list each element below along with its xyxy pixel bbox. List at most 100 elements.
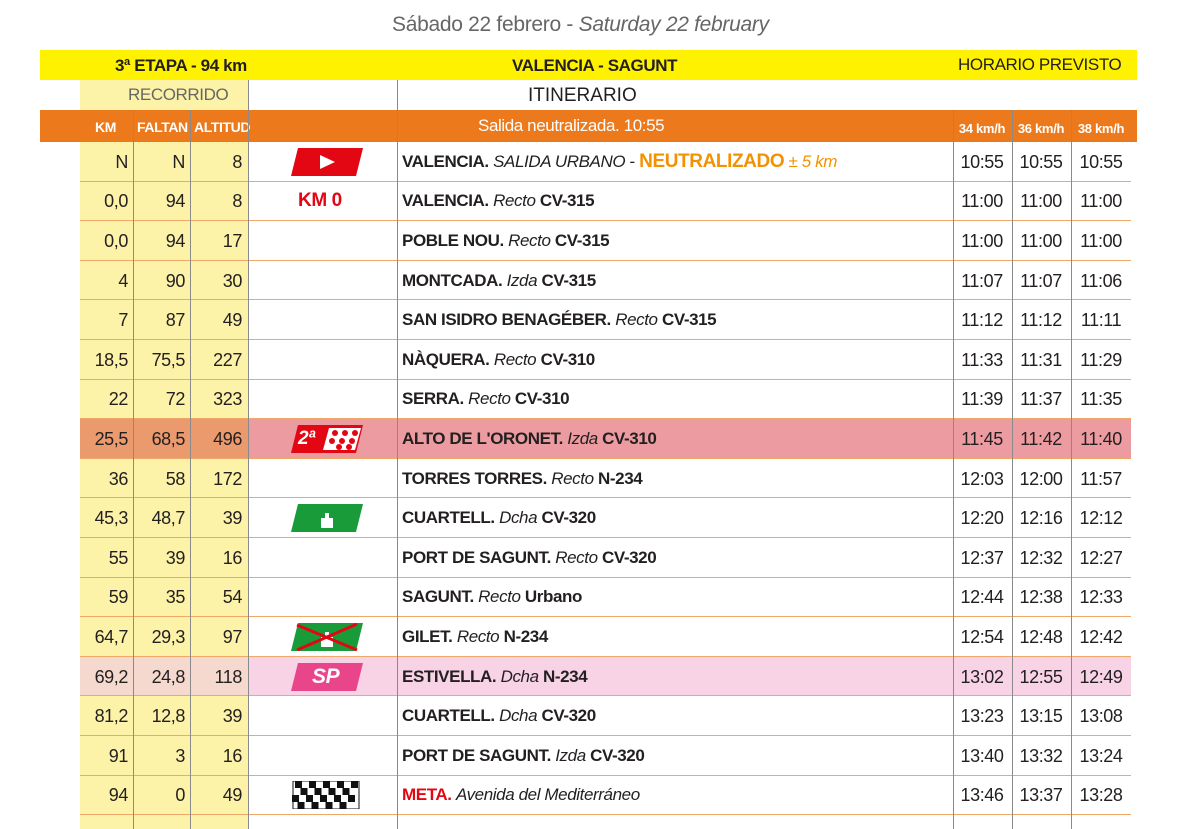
title-bar	[40, 50, 1137, 80]
cell-altitud: 16	[222, 745, 243, 766]
row-highlight-left	[80, 419, 248, 459]
cell-altitud: 39	[222, 508, 243, 529]
time: 11:33	[961, 349, 1003, 370]
place: ESTIVELLA.	[402, 666, 497, 686]
date-en: Saturday 22 february	[578, 13, 769, 36]
cell-km: 25,5	[94, 429, 129, 449]
cell-faltan: 75,5	[151, 349, 186, 370]
row-line	[80, 576, 1131, 578]
row-line	[80, 378, 1131, 380]
note: Recto	[493, 191, 536, 211]
time: 11:12	[961, 310, 1003, 331]
time: 11:39	[961, 389, 1003, 410]
road: CV-320	[541, 706, 596, 726]
time: 11:11	[1080, 310, 1122, 331]
time: 10:55	[960, 151, 1004, 172]
time: 11:35	[1080, 389, 1122, 410]
time: 12:38	[1019, 587, 1063, 608]
description: GILET. Recto N-234	[402, 627, 548, 647]
cell-faltan: 87	[165, 310, 186, 331]
icon	[291, 662, 364, 691]
icon	[291, 622, 364, 652]
road: Urbano	[524, 587, 583, 607]
column-line	[1012, 110, 1013, 829]
note: Recto	[456, 627, 500, 646]
road: CV-315	[539, 191, 595, 211]
cell-km: 7	[118, 310, 128, 331]
time: 10:55	[1079, 151, 1123, 172]
row-line	[80, 774, 1131, 776]
time: 11:00	[961, 191, 1003, 212]
road: CV-310	[514, 389, 570, 409]
time: 11:00	[1020, 231, 1062, 251]
column-line	[190, 110, 191, 829]
time: 12:42	[1079, 627, 1123, 647]
icon	[291, 147, 364, 176]
road: CV-310	[602, 429, 657, 448]
time: 11:00	[961, 231, 1003, 251]
place: NÀQUERA.	[402, 349, 490, 369]
time: 13:32	[1019, 745, 1063, 766]
start-note: Salida neutralizada. 10:55	[478, 116, 665, 135]
cell-faltan: 94	[165, 191, 186, 212]
time: 12:00	[1019, 468, 1063, 489]
time: 11:42	[1020, 429, 1062, 449]
note: SALIDA URBANO	[493, 151, 626, 171]
road: N-234	[598, 468, 643, 488]
time: 13:37	[1019, 785, 1063, 806]
time: 13:02	[960, 666, 1004, 687]
time: 13:24	[1079, 745, 1123, 766]
description: VALENCIA. SALIDA URBANO - NEUTRALIZADO ±…	[402, 151, 838, 172]
cell-km: 55	[108, 547, 129, 568]
time: 12:48	[1019, 627, 1063, 647]
note: Avenida del Mediterráneo	[455, 785, 640, 805]
note: Izda	[506, 270, 538, 290]
extra: ± 5 km	[788, 151, 838, 171]
cell-km: 91	[108, 745, 129, 766]
time: 12:03	[960, 468, 1004, 489]
time: 11:45	[961, 429, 1003, 449]
description: ESTIVELLA. Dcha N-234	[402, 666, 588, 687]
time: 11:29	[1080, 349, 1122, 370]
cell-faltan: N	[172, 151, 185, 172]
time: 10:55	[1019, 151, 1063, 172]
description: MONTCADA. Izda CV-315	[402, 271, 596, 291]
cell-faltan: 68,5	[151, 429, 186, 449]
cell-km: 36	[108, 468, 129, 489]
date-es: Sábado 22 febrero -	[392, 13, 574, 36]
place: CUARTELL.	[402, 508, 495, 528]
place: VALENCIA.	[402, 151, 489, 171]
time: 11:06	[1080, 270, 1122, 291]
column-line	[1071, 110, 1072, 829]
speed: 38 km/h	[1077, 121, 1125, 136]
place: MONTCADA.	[402, 270, 503, 290]
row-line	[80, 655, 1131, 657]
note: Dcha	[500, 666, 539, 686]
row-line	[80, 180, 1131, 182]
time: 12:33	[1079, 587, 1123, 608]
row-line	[80, 339, 1131, 340]
cell-km: 94	[108, 785, 129, 806]
road: CV-320	[590, 745, 645, 765]
note: Izda	[555, 745, 586, 765]
cell-km: 69,2	[94, 666, 129, 687]
time: 13:23	[960, 706, 1004, 727]
note: Recto	[508, 231, 551, 250]
note: Dcha	[499, 706, 538, 726]
note: Recto	[478, 587, 521, 607]
cell-km: 18,5	[94, 349, 129, 370]
place: PORT DE SAGUNT.	[402, 547, 551, 567]
column-line	[953, 110, 954, 829]
road: N-234	[503, 627, 549, 646]
row-highlight-left	[80, 656, 248, 697]
cell-altitud: 39	[222, 706, 243, 727]
cell-faltan: 29,3	[151, 627, 186, 647]
cell-faltan: 35	[165, 587, 186, 608]
cell-altitud: 54	[222, 587, 243, 608]
time: 12:49	[1079, 666, 1123, 687]
place: POBLE NOU.	[402, 231, 504, 250]
description: CUARTELL. Dcha CV-320	[402, 508, 596, 528]
date: Sábado 22 febrero - Saturday 22 february	[392, 13, 769, 36]
time: 12:55	[1019, 666, 1063, 687]
